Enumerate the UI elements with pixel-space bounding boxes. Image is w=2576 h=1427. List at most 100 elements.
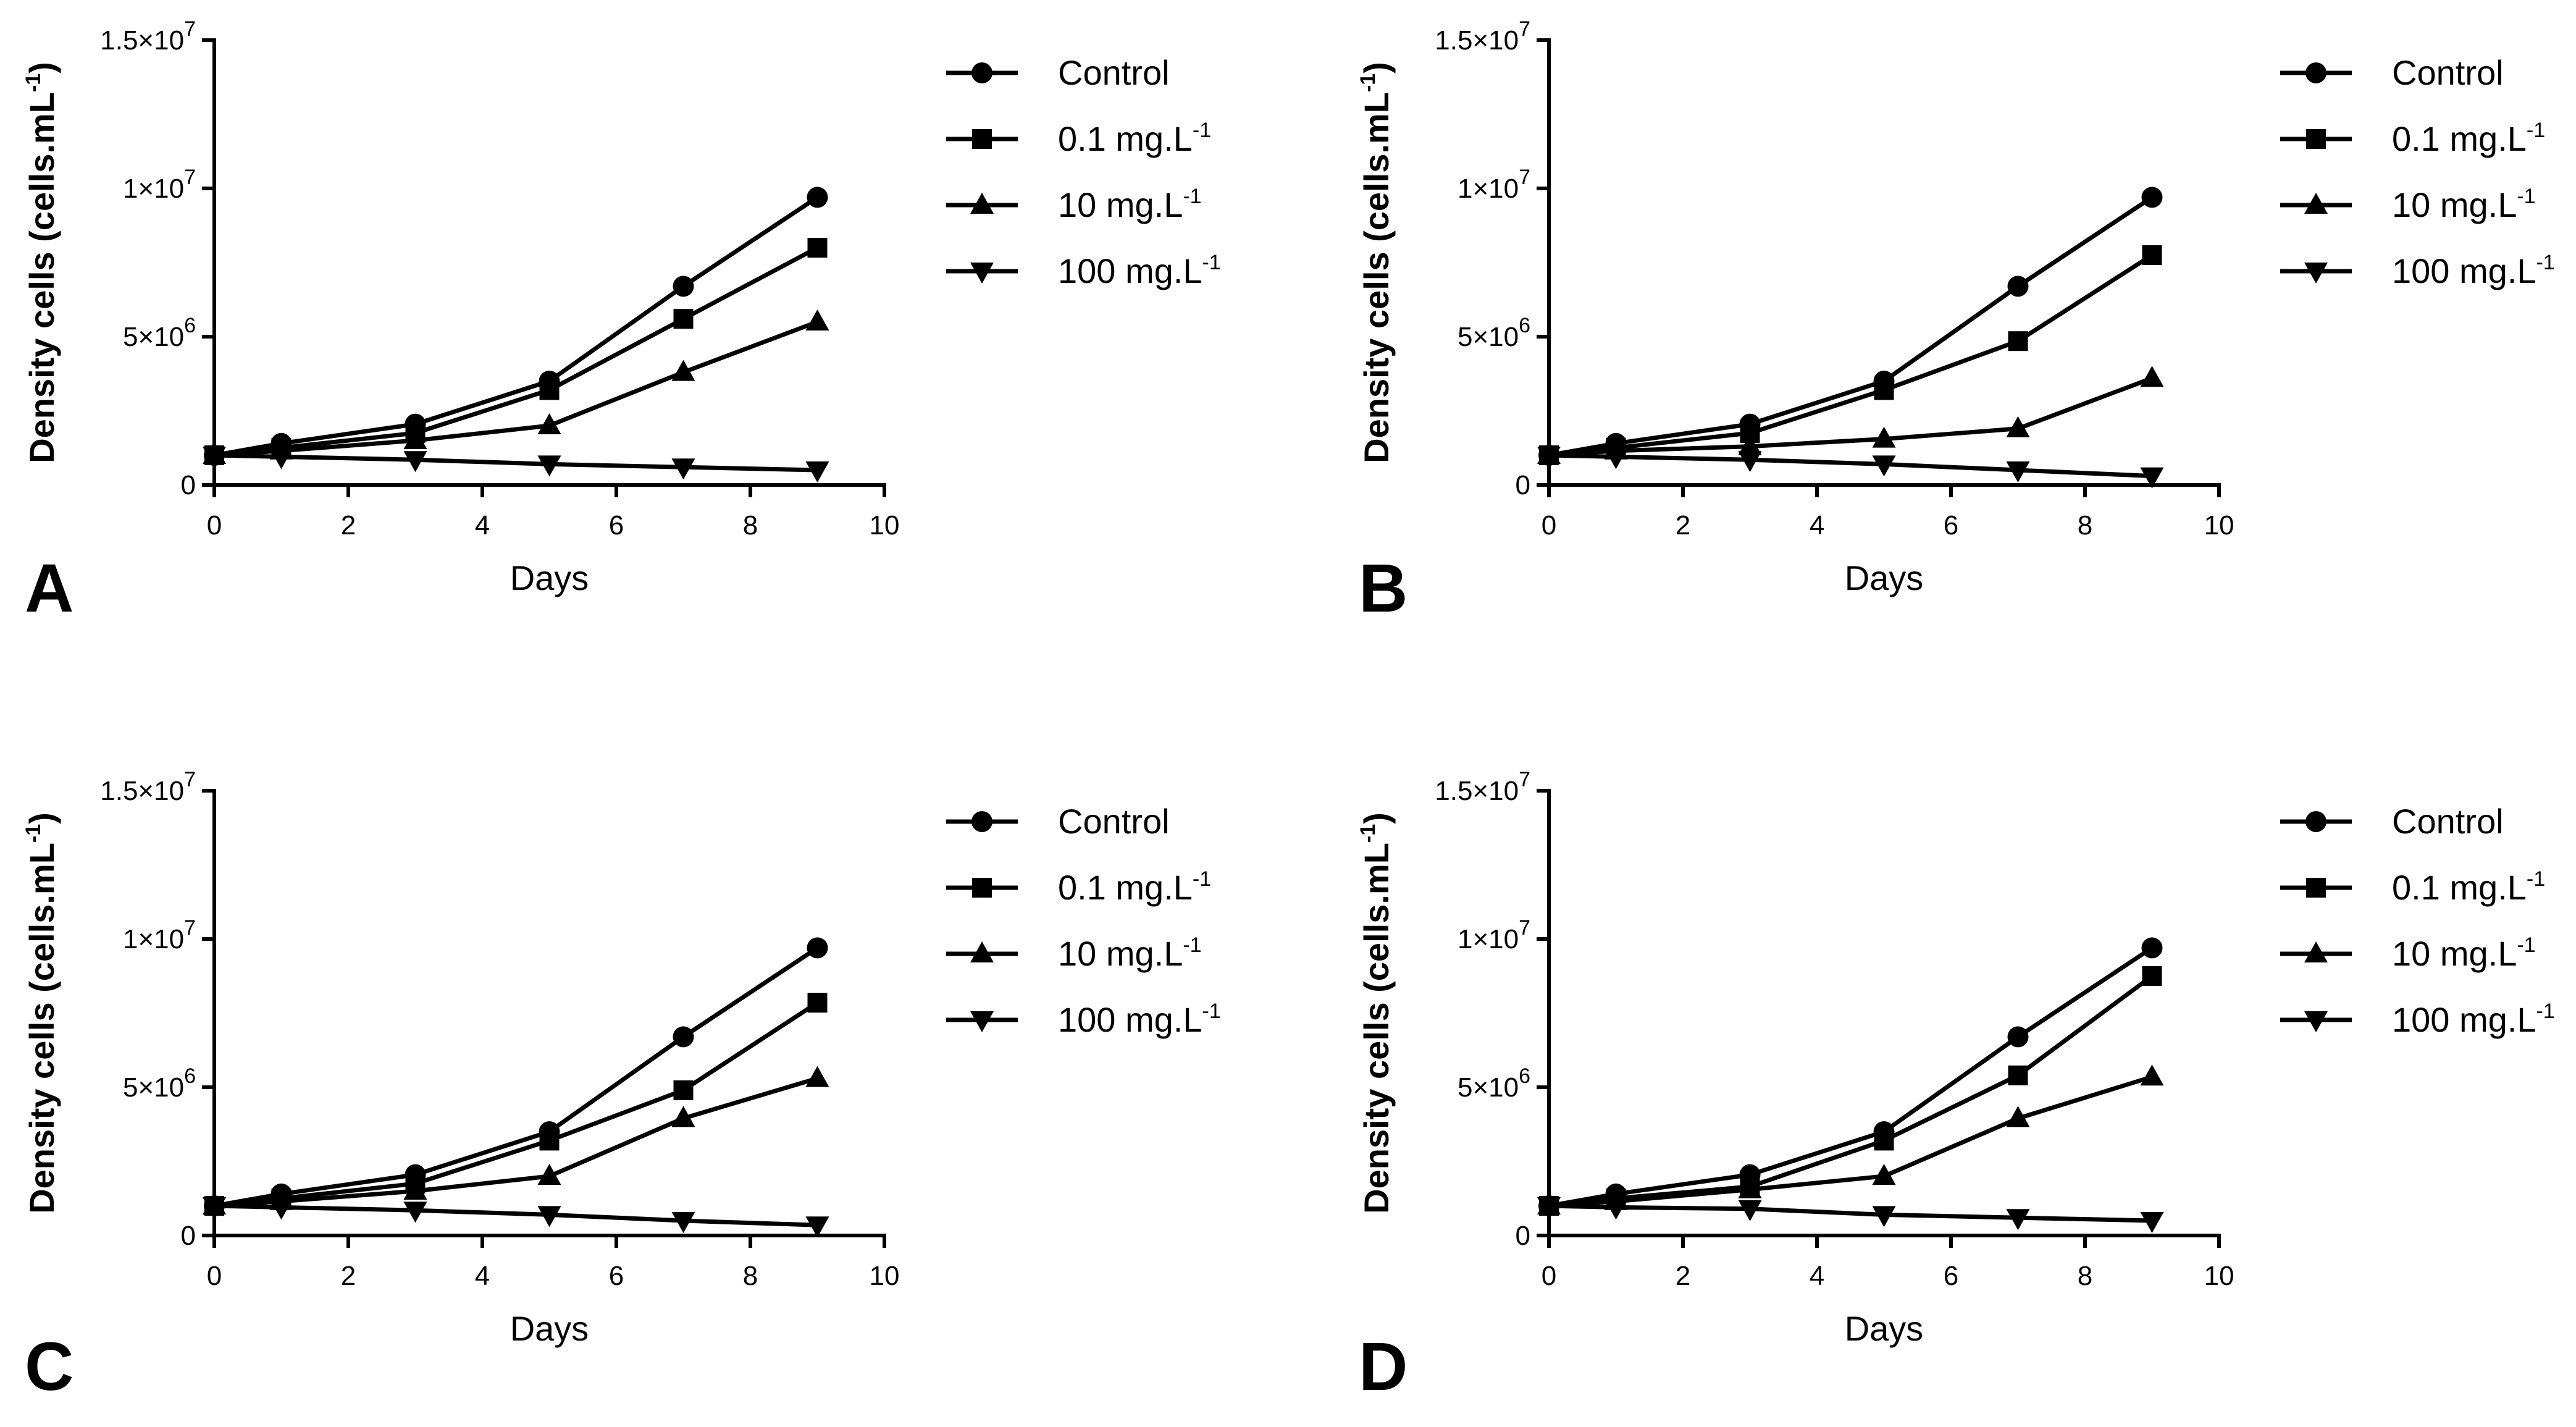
data-point-square — [1874, 380, 1894, 400]
y-tick-label: 1.5×107 — [100, 768, 196, 806]
data-point-square — [673, 309, 694, 329]
data-point-triangle-up — [2140, 366, 2164, 387]
series-line-1 — [1548, 253, 2154, 458]
x-tick-label: 4 — [1810, 510, 1824, 541]
legend-marker-triangle-down — [2304, 263, 2328, 284]
series-line-2 — [1548, 376, 2153, 458]
y-tick-label: 5×106 — [1458, 1064, 1530, 1103]
x-tick-label: 2 — [341, 510, 356, 541]
legend-label-base: Control — [2392, 53, 2504, 92]
data-point-triangle-up — [403, 428, 427, 449]
series-line-2 — [214, 319, 818, 458]
series-line-3 — [214, 453, 818, 473]
y-tick-label: 0 — [1516, 470, 1530, 500]
legend-label: 100 mg.L-1 — [2392, 251, 2555, 290]
data-point-triangle-down — [269, 448, 293, 469]
y-tick-label-base: 5×10 — [123, 322, 184, 352]
data-point-triangle-up — [805, 309, 829, 330]
y-tick-label: 1×107 — [1458, 916, 1530, 954]
y-tick-label-base: 1.5×10 — [1435, 25, 1519, 56]
legend-label-base: Control — [2392, 802, 2504, 841]
y-axis-title: Density cells (cells.mL-1) — [1356, 812, 1396, 1214]
data-point-square — [2008, 331, 2028, 351]
data-point-triangle-down — [269, 1198, 293, 1220]
legend-label: Control — [1058, 802, 1170, 841]
y-tick-label-exp: 7 — [1519, 17, 1530, 41]
legend-label-exp: -1 — [2517, 185, 2535, 208]
x-tick-label: 4 — [475, 1261, 490, 1291]
legend-label-exp: -1 — [2536, 1000, 2555, 1023]
x-tick-label: 8 — [743, 1261, 758, 1291]
data-point-circle — [807, 187, 828, 208]
y-tick-label-base: 1×10 — [1458, 174, 1519, 204]
data-point-triangle-down — [537, 1206, 561, 1227]
y-tick-label-exp: 7 — [1519, 768, 1530, 791]
data-point-triangle-up — [2006, 1106, 2030, 1127]
y-tick-label: 1.5×107 — [100, 17, 196, 56]
series-line-3 — [1548, 1203, 2152, 1223]
x-tick-label: 10 — [870, 1261, 900, 1291]
y-axis-title-end: ) — [22, 812, 61, 824]
legend-marker-circle — [971, 811, 992, 832]
y-axis-title-main: Density cells (cells.mL — [1357, 843, 1396, 1214]
x-tick-label: 6 — [1944, 510, 1958, 541]
data-point-triangle-up — [2140, 1064, 2164, 1086]
legend-label-base: 10 mg.L — [2392, 934, 2517, 973]
y-tick-label: 1.5×107 — [1435, 768, 1530, 806]
data-point-triangle-up — [1872, 426, 1896, 448]
legend-label-base: 100 mg.L — [2392, 1000, 2536, 1039]
legend-label: 10 mg.L-1 — [2392, 185, 2536, 224]
data-point-triangle-down — [1872, 1206, 1896, 1227]
y-tick-label-base: 5×10 — [123, 1072, 184, 1103]
legend-label: 10 mg.L-1 — [1058, 933, 1202, 973]
legend-label-base: 100 mg.L — [1058, 251, 1202, 290]
legend-label: 10 mg.L-1 — [1058, 185, 1202, 224]
data-point-triangle-down — [1604, 448, 1628, 469]
y-tick-label: 0 — [181, 470, 196, 500]
x-tick-label: 0 — [207, 510, 222, 541]
x-tick-label: 2 — [1676, 510, 1690, 541]
data-point-triangle-down — [403, 451, 427, 473]
data-point-triangle-down — [1872, 455, 1896, 477]
legend-label: 0.1 mg.L-1 — [1058, 867, 1211, 907]
panel-label: C — [25, 1329, 73, 1405]
panel-label: D — [1359, 1329, 1408, 1405]
legend-label-base: Control — [1058, 53, 1170, 92]
x-tick-label: 6 — [609, 1261, 624, 1291]
legend-marker-triangle-down — [2304, 1011, 2328, 1032]
y-tick-label-exp: 6 — [1519, 1064, 1530, 1088]
data-point-circle — [673, 1026, 694, 1048]
y-axis-title-sup: -1 — [1356, 824, 1380, 843]
y-tick-label: 5×106 — [1458, 314, 1530, 352]
x-axis-title: Days — [510, 558, 589, 597]
legend-label-base: 10 mg.L — [2392, 185, 2517, 224]
data-point-triangle-down — [2006, 461, 2030, 482]
legend-label-exp: -1 — [2536, 251, 2555, 274]
data-point-square — [1874, 1130, 1894, 1151]
y-tick-label: 0 — [1516, 1221, 1530, 1251]
series-line-0 — [1548, 946, 2154, 1208]
y-tick-label-base: 1.5×10 — [100, 776, 184, 806]
y-tick-label-base: 1.5×10 — [1435, 776, 1519, 806]
y-tick-label-exp: 6 — [1519, 314, 1530, 337]
x-tick-label: 4 — [1810, 1261, 1824, 1291]
data-point-triangle-down — [203, 447, 226, 468]
data-point-triangle-down — [805, 1216, 829, 1238]
data-point-triangle-up — [537, 1164, 561, 1185]
series-line-1 — [214, 245, 819, 458]
x-tick-label: 2 — [1676, 1261, 1690, 1291]
legend-label: 0.1 mg.L-1 — [2392, 119, 2545, 158]
data-point-square — [807, 993, 828, 1013]
legend-label-exp: -1 — [2517, 933, 2535, 957]
data-point-triangle-down — [1738, 1200, 1762, 1221]
y-axis-title-sup: -1 — [1356, 74, 1380, 92]
data-point-triangle-up — [537, 413, 561, 434]
y-tick-label-base: 0 — [1516, 1221, 1530, 1251]
data-point-triangle-up — [805, 1066, 829, 1087]
data-point-triangle-down — [1537, 1197, 1561, 1218]
